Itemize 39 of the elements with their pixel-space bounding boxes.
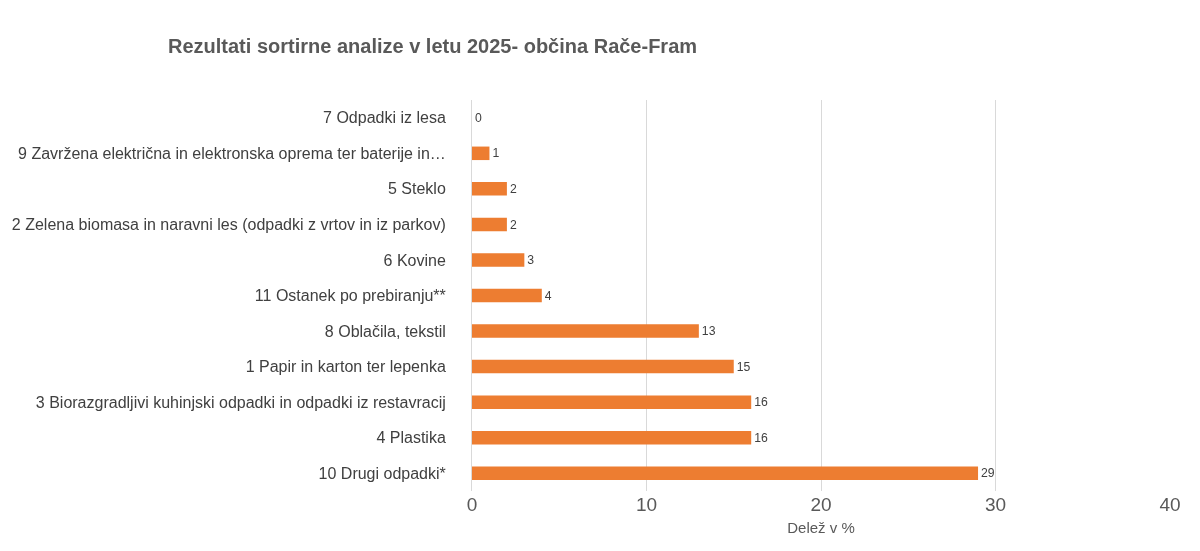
bar [472, 466, 979, 480]
y-tick-label: 10 Drugi odpadki* [318, 464, 446, 482]
y-tick-label: 2 Zelena biomasa in naravni les (odpadki z vrtov in iz parkov) [11, 216, 446, 234]
bar [472, 288, 542, 303]
data-label: 2 [509, 217, 517, 232]
x-tick-label: 10 [635, 494, 658, 515]
data-label: 4 [544, 288, 552, 303]
x-tick-label: 0 [466, 494, 478, 515]
x-tick-label: 30 [984, 494, 1007, 515]
data-label: 1 [492, 146, 500, 161]
data-label: 16 [754, 430, 768, 445]
chart-title: Rezultati sortirne analize v letu 2025- občina Rače-Fram [168, 34, 698, 57]
y-tick-label: 9 Zavržena električna in elektronska oprema ter baterije in… [18, 144, 446, 162]
bar [472, 217, 507, 232]
y-tick-label: 3 Biorazgradljivi kuhinjski odpadki in odpadki iz restavracij [35, 393, 446, 411]
y-tick-label: 7 Odpadki iz lesa [323, 109, 446, 127]
bar [472, 324, 699, 338]
y-tick-label: 4 Plastika [376, 429, 446, 447]
y-tick-label: 1 Papir in karton ter lepenka [245, 358, 446, 376]
x-tick-label: 40 [1159, 494, 1181, 515]
bar [472, 430, 752, 445]
bar [472, 146, 490, 161]
bar [472, 182, 507, 196]
y-tick-label: 6 Kovine [383, 251, 446, 269]
data-label: 2 [509, 182, 517, 197]
data-label: 15 [736, 359, 751, 374]
y-tick-label: 5 Steklo [387, 180, 446, 198]
data-label: 3 [527, 253, 535, 268]
bar [472, 395, 752, 409]
x-axis-title: Delež v % [787, 519, 855, 536]
data-label: 0 [475, 110, 482, 125]
bar [472, 253, 525, 267]
x-tick-label: 20 [810, 494, 832, 515]
bar [472, 359, 734, 374]
data-label: 16 [754, 395, 768, 410]
data-label: 13 [701, 324, 716, 339]
y-tick-label: 8 Oblačila, tekstil [324, 322, 446, 340]
data-label: 29 [981, 466, 995, 481]
y-tick-label: 11 Ostanek po prebiranju** [254, 287, 446, 305]
